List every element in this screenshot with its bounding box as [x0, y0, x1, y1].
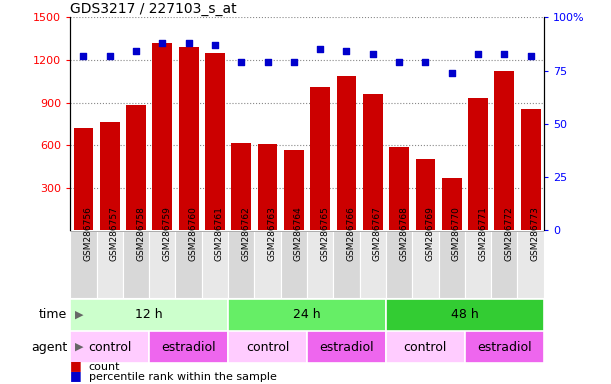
Text: GSM286763: GSM286763	[268, 206, 277, 261]
Bar	[307, 331, 386, 363]
Text: count: count	[89, 362, 120, 372]
Point	[105, 53, 115, 59]
Bar	[386, 231, 412, 298]
Point	[289, 59, 299, 65]
Text: GSM286757: GSM286757	[110, 206, 119, 261]
Bar	[254, 231, 280, 298]
Text: GSM286773: GSM286773	[530, 206, 540, 261]
Bar	[494, 71, 514, 230]
Text: 24 h: 24 h	[293, 308, 321, 321]
Point	[420, 59, 430, 65]
Text: GSM286764: GSM286764	[294, 206, 303, 261]
Bar	[307, 231, 334, 298]
Bar	[97, 231, 123, 298]
Bar	[284, 150, 304, 230]
Bar	[153, 43, 172, 230]
Bar	[228, 231, 254, 298]
Text: estradiol: estradiol	[161, 341, 216, 354]
Bar	[175, 231, 202, 298]
Text: GSM286762: GSM286762	[241, 206, 251, 261]
Bar	[334, 231, 360, 298]
Bar	[386, 299, 544, 331]
Bar	[439, 231, 465, 298]
Bar	[518, 231, 544, 298]
Bar	[360, 231, 386, 298]
Text: control: control	[88, 341, 131, 354]
Bar	[412, 231, 439, 298]
Point	[342, 48, 351, 55]
Bar	[149, 231, 175, 298]
Text: GSM286771: GSM286771	[478, 206, 487, 261]
Bar	[202, 231, 228, 298]
Text: agent: agent	[31, 341, 67, 354]
Bar	[337, 76, 356, 230]
Text: control: control	[246, 341, 289, 354]
Text: GSM286766: GSM286766	[346, 206, 356, 261]
Text: GSM286765: GSM286765	[320, 206, 329, 261]
Bar	[228, 299, 386, 331]
Bar	[73, 128, 93, 230]
Bar	[123, 231, 149, 298]
Point	[315, 46, 325, 52]
Bar	[228, 331, 307, 363]
Bar	[126, 105, 146, 230]
Bar	[363, 94, 382, 230]
Bar	[468, 98, 488, 230]
Point	[447, 70, 456, 76]
Bar	[179, 47, 199, 230]
Bar	[521, 109, 541, 230]
Text: 48 h: 48 h	[451, 308, 479, 321]
Text: GSM286758: GSM286758	[136, 206, 145, 261]
Bar	[149, 331, 228, 363]
Text: GSM286770: GSM286770	[452, 206, 461, 261]
Text: GSM286769: GSM286769	[425, 206, 434, 261]
Bar	[310, 87, 330, 230]
Bar	[70, 231, 97, 298]
Point	[394, 59, 404, 65]
Point	[131, 48, 141, 55]
Text: time: time	[39, 308, 67, 321]
Bar	[386, 331, 465, 363]
Text: ▶: ▶	[75, 342, 84, 352]
Bar	[232, 143, 251, 230]
Point	[79, 53, 89, 59]
Point	[158, 40, 167, 46]
Point	[525, 53, 535, 59]
Bar	[280, 231, 307, 298]
Text: GDS3217 / 227103_s_at: GDS3217 / 227103_s_at	[70, 2, 237, 16]
Text: ■: ■	[70, 359, 82, 372]
Text: ▶: ▶	[75, 310, 84, 320]
Point	[368, 50, 378, 56]
Bar	[70, 299, 228, 331]
Point	[499, 50, 509, 56]
Point	[263, 59, 273, 65]
Bar	[70, 331, 149, 363]
Text: GSM286772: GSM286772	[504, 206, 513, 261]
Bar	[465, 231, 491, 298]
Text: percentile rank within the sample: percentile rank within the sample	[89, 372, 276, 382]
Bar	[465, 331, 544, 363]
Text: control: control	[404, 341, 447, 354]
Text: 12 h: 12 h	[136, 308, 163, 321]
Point	[473, 50, 483, 56]
Text: estradiol: estradiol	[319, 341, 374, 354]
Bar	[389, 147, 409, 230]
Point	[236, 59, 246, 65]
Bar	[442, 178, 461, 230]
Point	[184, 40, 194, 46]
Bar	[258, 144, 277, 230]
Text: GSM286761: GSM286761	[215, 206, 224, 261]
Point	[210, 42, 220, 48]
Bar	[415, 159, 435, 230]
Text: GSM286768: GSM286768	[399, 206, 408, 261]
Bar	[491, 231, 518, 298]
Text: estradiol: estradiol	[477, 341, 532, 354]
Bar	[205, 53, 225, 230]
Text: GSM286760: GSM286760	[189, 206, 197, 261]
Bar	[100, 122, 120, 230]
Text: GSM286759: GSM286759	[163, 206, 171, 261]
Text: GSM286767: GSM286767	[373, 206, 382, 261]
Text: ■: ■	[70, 369, 82, 382]
Text: GSM286756: GSM286756	[84, 206, 92, 261]
